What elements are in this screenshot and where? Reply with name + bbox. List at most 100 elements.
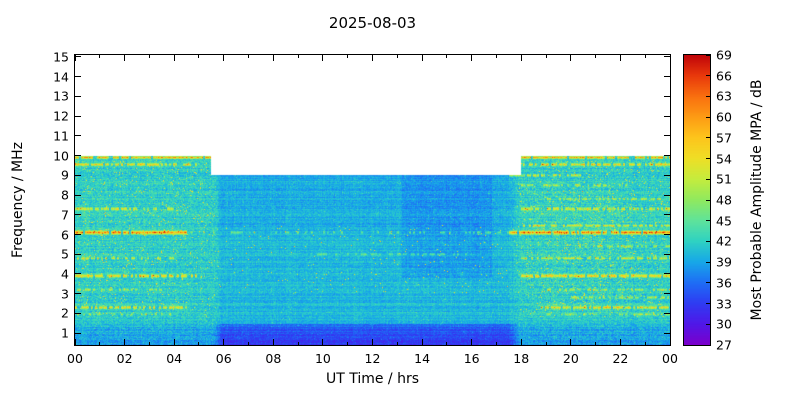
x-tick-major (173, 339, 175, 345)
colorbar-tick-label: 27 (716, 337, 732, 353)
colorbar-tick-label: 42 (716, 233, 732, 249)
x-tick-major (619, 55, 621, 61)
x-tick-minor (198, 342, 200, 345)
x-tick-minor (595, 342, 597, 345)
y-tick-major (664, 253, 670, 255)
x-tick-minor (446, 55, 448, 58)
y-tick-major (664, 234, 670, 236)
x-tick-major (520, 55, 522, 61)
x-tick-label: 04 (166, 351, 183, 366)
x-tick-label: 00 (67, 351, 83, 366)
y-tick-major (75, 273, 81, 275)
y-tick-major (75, 95, 81, 97)
colorbar-tick (706, 199, 710, 201)
y-tick-major (75, 155, 81, 157)
x-tick-major (322, 339, 324, 345)
x-tick-minor (595, 55, 597, 58)
x-tick-minor (148, 342, 150, 345)
colorbar-tick-label: 30 (716, 316, 732, 332)
y-tick-major (75, 135, 81, 137)
x-tick-major (372, 339, 373, 345)
x-tick-minor (545, 342, 547, 345)
y-tick-label: 12 (53, 108, 69, 124)
y-tick-major (75, 214, 81, 216)
x-tick-minor (198, 55, 200, 58)
y-tick-label: 13 (53, 88, 69, 104)
y-tick-major (75, 293, 81, 295)
colorbar-tick-label: 57 (716, 130, 732, 146)
y-tick-label: 9 (61, 167, 69, 183)
y-tick-major (75, 194, 81, 196)
plot-area (74, 54, 671, 346)
y-tick-major (75, 174, 81, 176)
x-tick-minor (297, 342, 299, 345)
colorbar-canvas (684, 55, 710, 345)
y-tick-label: 4 (61, 266, 69, 282)
y-tick-major (664, 155, 670, 157)
x-axis-label: UT Time / hrs (325, 371, 420, 387)
colorbar-tick-label: 54 (716, 151, 732, 167)
x-tick-major (669, 55, 671, 61)
y-tick-major (664, 293, 670, 295)
y-tick-major (664, 76, 670, 78)
x-tick-minor (99, 55, 101, 58)
y-tick-major (664, 312, 670, 314)
x-tick-minor (495, 342, 497, 345)
spectrogram-canvas (75, 55, 670, 345)
colorbar-tick-label: 33 (716, 296, 732, 312)
y-tick-label: 2 (61, 305, 69, 321)
x-tick-minor (644, 55, 646, 58)
colorbar-tick (706, 75, 710, 77)
colorbar-tick (706, 220, 710, 222)
y-tick-major (75, 56, 81, 58)
y-tick-label: 14 (53, 69, 69, 85)
x-tick-label: 00 (662, 351, 678, 366)
x-tick-label: 16 (463, 351, 480, 366)
y-tick-major (75, 253, 81, 255)
x-tick-minor (99, 342, 101, 345)
colorbar-tick (706, 158, 710, 160)
y-axis-label: Frequency / MHz (10, 142, 26, 258)
colorbar-label: Most Probable Amplitude MPA / dB (749, 79, 765, 321)
x-tick-minor (644, 342, 646, 345)
x-tick-major (74, 339, 76, 345)
y-tick-major (664, 194, 670, 196)
x-tick-label: 20 (562, 351, 579, 366)
y-tick-major (664, 115, 670, 117)
colorbar-tick (706, 95, 710, 97)
x-tick-minor (396, 55, 398, 58)
y-tick-major (664, 174, 670, 176)
y-tick-major (664, 56, 670, 58)
colorbar-tick (706, 282, 710, 284)
y-tick-major (664, 332, 670, 334)
x-tick-label: 12 (364, 351, 381, 366)
x-tick-major (421, 55, 423, 61)
x-tick-major (223, 55, 225, 61)
x-tick-minor (248, 342, 250, 345)
x-tick-major (471, 339, 473, 345)
x-tick-minor (347, 342, 349, 345)
colorbar-tick-label: 51 (716, 171, 732, 187)
x-tick-minor (545, 55, 547, 58)
colorbar-tick-label: 66 (716, 68, 732, 84)
y-tick-label: 6 (61, 227, 69, 243)
x-tick-label: 14 (414, 351, 431, 366)
colorbar-tick-label: 69 (716, 47, 732, 63)
colorbar-tick-label: 60 (716, 109, 732, 125)
x-tick-minor (248, 55, 250, 58)
colorbar-tick (706, 178, 710, 180)
y-tick-major (664, 95, 670, 97)
x-tick-major (669, 339, 671, 345)
y-tick-label: 15 (53, 49, 69, 65)
colorbar-tick-label: 39 (716, 254, 732, 270)
y-tick-major (75, 234, 81, 236)
x-tick-major (272, 339, 274, 345)
x-tick-major (322, 55, 324, 61)
colorbar-tick (706, 323, 710, 325)
chart-title: 2025-08-03 (328, 14, 417, 32)
colorbar-tick (706, 116, 710, 118)
x-tick-minor (495, 55, 497, 58)
colorbar-tick (706, 344, 710, 346)
x-tick-minor (446, 342, 448, 345)
